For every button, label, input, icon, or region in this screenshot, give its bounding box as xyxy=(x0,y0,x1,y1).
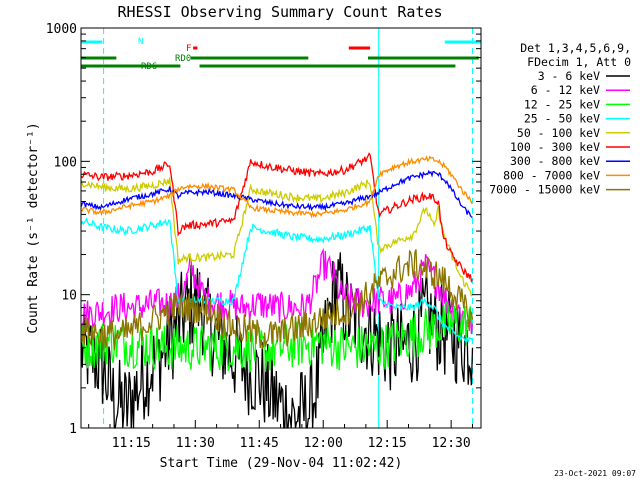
series-lines xyxy=(80,152,474,429)
legend-header-line-1: Det 1,3,4,5,6,9, xyxy=(520,41,631,55)
y-axis-label: Count Rate (s⁻¹ detector⁻¹) xyxy=(26,122,41,333)
series-line-7 xyxy=(81,155,473,219)
y-tick-label-0: 1 xyxy=(69,422,77,437)
y-axis-ticks: 1 10 100 1000 xyxy=(46,22,481,437)
x-tick-label-4: 12:15 xyxy=(368,436,407,451)
x-axis-label: Start Time (29-Nov-04 11:02:42) xyxy=(160,456,403,471)
legend-label-2: 12 - 25 keV xyxy=(524,97,600,111)
series-line-5 xyxy=(80,152,474,283)
series-line-0 xyxy=(80,252,474,429)
legend: Det 1,3,4,5,6,9, FDecim 1, Att 0 3 - 6 k… xyxy=(489,41,631,197)
flag-bars xyxy=(81,40,481,68)
x-tick-label-0: 11:15 xyxy=(112,436,151,451)
legend-label-0: 3 - 6 keV xyxy=(538,69,600,83)
y-tick-label-1: 10 xyxy=(61,289,77,304)
y-tick-label-2: 100 xyxy=(54,155,77,170)
legend-label-7: 800 - 7000 keV xyxy=(503,168,600,182)
flag-annotations: N F RD0 RD6 xyxy=(138,37,191,72)
legend-label-1: 6 - 12 keV xyxy=(531,83,600,97)
legend-label-3: 25 - 50 keV xyxy=(524,112,600,126)
x-tick-label-1: 11:30 xyxy=(176,436,215,451)
rd6-flag-label: RD6 xyxy=(141,62,157,72)
series-line-4 xyxy=(80,177,473,297)
legend-label-6: 300 - 800 keV xyxy=(510,154,600,168)
legend-label-4: 50 - 100 keV xyxy=(517,126,600,140)
x-tick-label-3: 12:00 xyxy=(304,436,343,451)
legend-header-line-2: FDecim 1, Att 0 xyxy=(527,55,631,69)
x-tick-label-2: 11:45 xyxy=(240,436,279,451)
legend-label-5: 100 - 300 keV xyxy=(510,140,600,154)
series-line-3 xyxy=(80,216,474,344)
timestamp: 23-Oct-2021 09:07 xyxy=(554,469,636,478)
rd0-flag-label: RD0 xyxy=(175,54,191,64)
series-line-8 xyxy=(80,249,474,351)
flare-flag-label: F xyxy=(186,44,191,54)
x-axis-ticks: 11:15 11:30 11:45 12:00 12:15 12:30 xyxy=(88,420,473,451)
chart-title: RHESSI Observing Summary Count Rates xyxy=(117,3,442,21)
night-flag-label: N xyxy=(138,37,143,47)
series-line-1 xyxy=(80,247,474,334)
series-line-6 xyxy=(80,169,473,219)
x-tick-label-5: 12:30 xyxy=(432,436,471,451)
legend-label-8: 7000 - 15000 keV xyxy=(489,183,600,197)
y-tick-label-3: 1000 xyxy=(46,22,77,37)
